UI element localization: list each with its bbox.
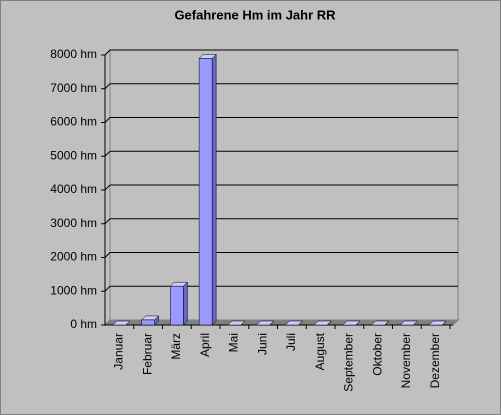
x-tick-label: August bbox=[313, 332, 327, 370]
x-tick-label: April bbox=[198, 333, 212, 357]
x-tick-label: Januar bbox=[112, 333, 126, 370]
bar-top bbox=[399, 320, 418, 326]
bar-top bbox=[313, 320, 332, 326]
y-tick-label: 5000 hm bbox=[50, 148, 97, 162]
x-tick-label: November bbox=[399, 333, 413, 388]
x-tick-label: Februar bbox=[140, 333, 154, 375]
bar-top bbox=[428, 320, 447, 326]
y-tick-label: 2000 hm bbox=[50, 250, 97, 264]
bar-top bbox=[112, 320, 131, 326]
grid-line-side bbox=[104, 184, 111, 191]
y-tick-label: 4000 hm bbox=[50, 182, 97, 196]
bar-top bbox=[256, 320, 275, 326]
bar-top bbox=[284, 320, 303, 326]
x-tick-label: September bbox=[342, 333, 356, 392]
grid-line-side bbox=[104, 150, 111, 157]
y-tick-label: 6000 hm bbox=[50, 115, 97, 129]
bar bbox=[141, 319, 155, 326]
bar-top bbox=[371, 320, 390, 326]
bar-top bbox=[342, 320, 361, 326]
chart-title: Gefahrene Hm im Jahr RR bbox=[174, 7, 336, 22]
x-tick-label: Dezember bbox=[428, 333, 442, 388]
bar-side bbox=[211, 53, 217, 326]
grid-line-side bbox=[104, 285, 111, 292]
x-tick-label: Juli bbox=[284, 333, 298, 351]
x-tick-label: Mai bbox=[227, 333, 241, 352]
grid-line-side bbox=[104, 83, 111, 90]
bar-side bbox=[183, 281, 188, 326]
grid-line-side bbox=[104, 117, 111, 123]
x-tick-label: März bbox=[169, 333, 183, 360]
bar bbox=[198, 58, 213, 326]
grid-line-side bbox=[104, 49, 111, 56]
grid-line-side bbox=[104, 252, 111, 258]
y-tick-label: 3000 hm bbox=[50, 216, 97, 230]
grid-line-side bbox=[104, 218, 111, 225]
y-tick-label: 7000 hm bbox=[50, 81, 97, 95]
y-tick-label: 8000 hm bbox=[50, 47, 97, 61]
bar bbox=[170, 285, 184, 326]
x-tick-label: Oktober bbox=[370, 333, 384, 376]
y-tick-label: 0 hm bbox=[70, 317, 97, 331]
x-tick-label: Juni bbox=[255, 333, 269, 355]
y-tick-label: 1000 hm bbox=[50, 283, 97, 297]
bar-top bbox=[227, 320, 246, 326]
